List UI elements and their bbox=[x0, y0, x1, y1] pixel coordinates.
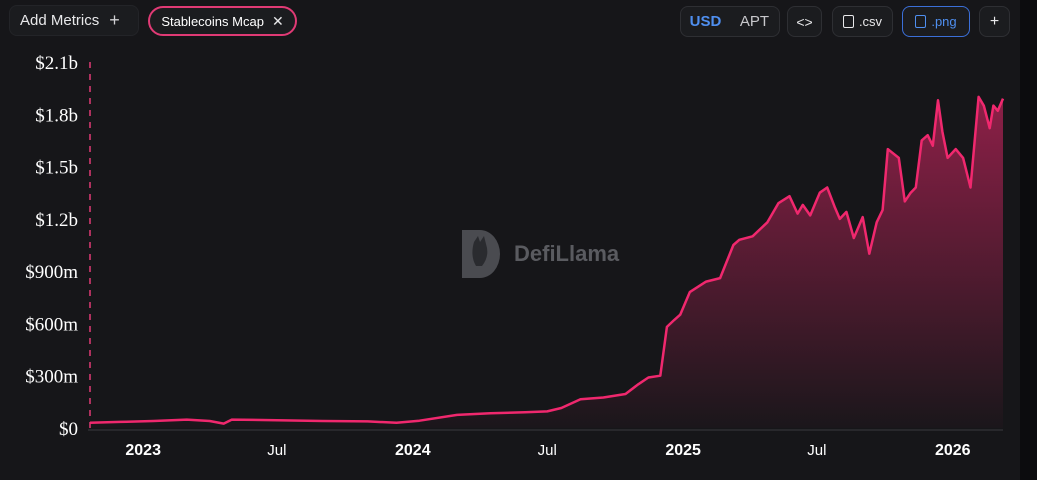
png-label: .png bbox=[931, 14, 957, 29]
file-icon bbox=[842, 15, 854, 28]
y-tick-label: $2.1b bbox=[35, 53, 78, 74]
metric-chip-stablecoins-mcap[interactable]: Stablecoins Mcap ✕ bbox=[148, 6, 297, 36]
y-tick-label: $600m bbox=[25, 314, 78, 335]
y-tick-label: $1.5b bbox=[35, 158, 78, 179]
y-tick-label: $300m bbox=[25, 367, 78, 388]
file-download-icon bbox=[915, 15, 927, 28]
y-axis-ticks: $0 $300m $600m $900m $1.2b $1.5b $1.8b $2.1b bbox=[25, 53, 78, 440]
plus-icon: + bbox=[989, 12, 1000, 30]
y-tick-label: $1.8b bbox=[35, 105, 78, 126]
x-tick-label: Jul bbox=[807, 442, 826, 459]
currency-option-apt[interactable]: APT bbox=[739, 13, 770, 30]
x-tick-label: 2023 bbox=[125, 442, 161, 459]
x-axis-ticks: 2023 Jul 2024 Jul 2025 Jul 2026 bbox=[125, 442, 970, 459]
more-options-button[interactable]: + bbox=[979, 6, 1010, 37]
currency-toggle: USD APT bbox=[680, 6, 780, 37]
defillama-logo-icon bbox=[462, 230, 500, 278]
currency-option-usd[interactable]: USD bbox=[689, 13, 722, 30]
download-csv-button[interactable]: .csv bbox=[832, 6, 893, 37]
x-tick-label: 2025 bbox=[665, 442, 701, 459]
series-area-stablecoins-mcap bbox=[90, 96, 1003, 429]
csv-label: .csv bbox=[858, 14, 883, 29]
x-tick-label: 2024 bbox=[395, 442, 431, 459]
series-line-stablecoins-mcap bbox=[89, 95, 1005, 425]
y-tick-label: $900m bbox=[25, 262, 78, 283]
add-metrics-label: Add Metrics bbox=[20, 12, 100, 29]
plus-icon: + bbox=[109, 10, 120, 30]
y-tick-label: $0 bbox=[59, 419, 78, 440]
add-metrics-button[interactable]: Add Metrics + bbox=[9, 5, 139, 36]
x-tick-label: Jul bbox=[538, 442, 557, 459]
defillama-watermark: DefiLlama bbox=[458, 226, 619, 282]
y-tick-label: $1.2b bbox=[35, 210, 78, 231]
watermark-text: DefiLlama bbox=[514, 241, 620, 266]
page-edge bbox=[1020, 0, 1037, 480]
code-icon: <> bbox=[796, 13, 813, 30]
close-icon[interactable]: ✕ bbox=[271, 12, 284, 29]
download-png-button[interactable]: .png bbox=[902, 6, 970, 37]
embed-button[interactable]: <> bbox=[787, 6, 822, 37]
metric-chip-label: Stablecoins Mcap bbox=[161, 13, 264, 29]
x-tick-label: 2026 bbox=[935, 442, 971, 459]
x-tick-label: Jul bbox=[267, 442, 286, 459]
